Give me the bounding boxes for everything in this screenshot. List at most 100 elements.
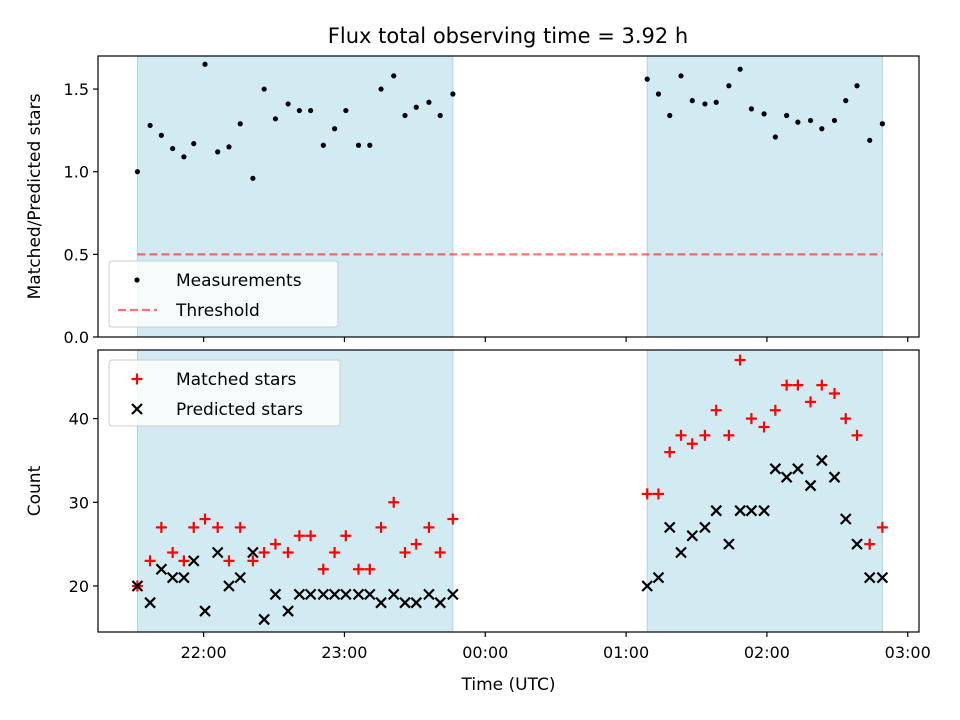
legend-entry-label: Threshold xyxy=(175,301,260,321)
x-stroke-b xyxy=(166,571,179,584)
matched-point xyxy=(723,429,735,441)
matched-point xyxy=(686,438,698,450)
measurement-point xyxy=(181,154,187,160)
predicted-point xyxy=(187,555,200,567)
measurement-point xyxy=(644,76,650,82)
predicted-point xyxy=(144,596,156,609)
predicted-point xyxy=(675,546,687,559)
predicted-point xyxy=(131,580,144,592)
matched-point xyxy=(247,555,259,567)
x-stroke-b xyxy=(710,504,722,517)
y-tick-label: 0.5 xyxy=(64,245,89,264)
measurement-point xyxy=(237,121,243,127)
predicted-point xyxy=(816,454,828,467)
x-stroke-b xyxy=(804,479,817,492)
x-stroke-b xyxy=(328,588,341,601)
predicted-point xyxy=(423,588,435,601)
y-tick-label: 1.5 xyxy=(64,80,89,99)
matched-point xyxy=(223,555,235,567)
measurement-point xyxy=(226,144,232,150)
matched-point xyxy=(375,521,387,533)
x-axis-label: Time (UTC) xyxy=(461,675,556,695)
x-stroke-b xyxy=(769,463,782,475)
predicted-point xyxy=(828,471,841,483)
matched-point xyxy=(675,429,687,441)
measurement-point xyxy=(272,116,279,122)
x-stroke-b xyxy=(387,588,400,601)
matched-point xyxy=(167,547,179,559)
matched-series xyxy=(131,354,888,592)
predicted-point xyxy=(652,571,665,584)
predicted-point xyxy=(863,571,876,584)
measurement-point xyxy=(831,117,838,124)
count-panel: 20 30 40 22:00 23:00 00:00 01:00 02:00 03:00 Coun… xyxy=(25,349,931,695)
predicted-point xyxy=(166,571,179,584)
predicted-point xyxy=(876,571,889,584)
x-stroke-b xyxy=(211,546,224,559)
x-stroke-b xyxy=(723,538,735,550)
predicted-point xyxy=(434,596,446,609)
x-stroke-b xyxy=(364,588,376,601)
predicted-point xyxy=(375,596,387,609)
x-stroke-b xyxy=(410,596,423,609)
matched-point xyxy=(388,496,400,508)
predicted-point xyxy=(758,504,770,517)
legend-entry-label: Measurements xyxy=(176,271,302,291)
matched-point xyxy=(353,563,365,575)
matched-point xyxy=(234,521,246,533)
matched-point xyxy=(758,421,770,433)
axes-frame xyxy=(97,349,920,633)
measurement-point xyxy=(308,107,314,114)
x-stroke-b xyxy=(663,521,676,534)
measurement-point xyxy=(795,119,801,125)
observing-span-1 xyxy=(646,349,883,633)
x-tick-label: 23:00 xyxy=(321,643,367,662)
legend-box xyxy=(108,260,339,328)
x-stroke-b xyxy=(699,521,711,534)
x-stroke-b xyxy=(131,403,143,415)
legend-entry-label: Matched stars xyxy=(176,370,296,390)
x-stroke-b xyxy=(675,546,687,559)
x-stroke-b xyxy=(247,546,259,559)
matched-point xyxy=(829,388,841,400)
x-stroke-b xyxy=(340,588,352,601)
matched-point xyxy=(652,488,664,500)
matched-point xyxy=(864,538,876,550)
measurement-point xyxy=(250,175,256,181)
measurement-point xyxy=(285,101,291,107)
x-tick-label: 03:00 xyxy=(885,643,931,662)
measurement-point xyxy=(202,61,208,67)
measurement-point xyxy=(355,142,362,148)
legend-predicted-marker xyxy=(131,403,143,415)
x-stroke-b xyxy=(199,605,211,617)
legend-entry-label: Predicted stars xyxy=(176,400,303,420)
matched-point xyxy=(178,555,190,567)
measurement-point xyxy=(655,91,662,97)
predicted-point xyxy=(399,596,411,609)
measurement-point xyxy=(343,107,349,114)
x-stroke-b xyxy=(851,538,863,550)
matched-point xyxy=(212,521,224,533)
matched-point xyxy=(188,521,200,533)
matched-point xyxy=(745,413,757,425)
measurement-point xyxy=(367,142,373,148)
matched-point xyxy=(199,513,211,525)
matched-point xyxy=(851,429,863,441)
x-tick-label: 00:00 xyxy=(462,643,508,662)
matched-point xyxy=(317,563,329,575)
matched-point xyxy=(734,354,746,366)
predicted-point xyxy=(328,588,341,601)
measurement-point xyxy=(402,112,408,119)
measurement-point xyxy=(807,117,814,124)
matched-point xyxy=(641,488,653,500)
matched-point xyxy=(410,538,422,550)
predicted-point xyxy=(269,588,282,601)
x-stroke-b xyxy=(399,596,411,609)
y-tick-label: 20 xyxy=(69,577,89,596)
predicted-point xyxy=(387,588,400,601)
matched-point xyxy=(781,379,793,391)
predicted-point xyxy=(293,588,306,601)
x-stroke-b xyxy=(828,471,841,483)
matched-point xyxy=(144,555,156,567)
